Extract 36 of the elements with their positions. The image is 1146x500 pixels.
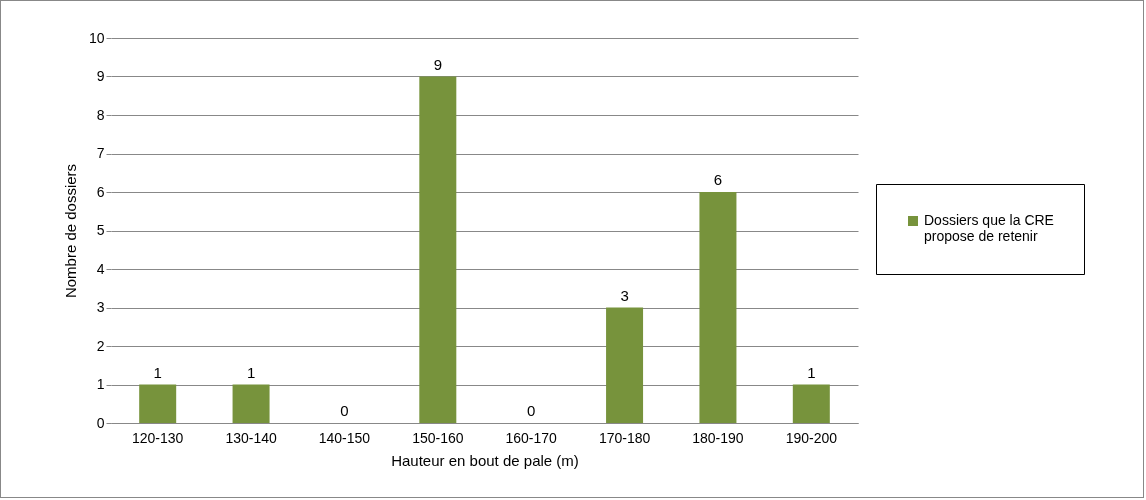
- x-tick-label: 160-170: [505, 429, 558, 446]
- data-label: 0: [527, 402, 536, 419]
- y-tick-label: 4: [96, 260, 105, 277]
- y-tick-label: 7: [96, 145, 105, 161]
- y-tick-label: 6: [96, 183, 105, 200]
- y-axis-title: Nombre de dossiers: [61, 163, 79, 299]
- x-tick-label: 170-180: [598, 429, 651, 446]
- bar: [606, 307, 644, 423]
- data-label: 9: [433, 55, 442, 73]
- legend-label: Dossiers que la CRE propose de retenir: [924, 212, 1054, 244]
- y-tick-label: 10: [88, 29, 105, 46]
- x-tick-label: 190-200: [785, 429, 838, 446]
- y-tick-label: 0: [96, 414, 105, 431]
- x-axis-title: Hauteur en bout de pale (m): [391, 451, 579, 469]
- y-tick-label: 5: [96, 222, 105, 238]
- x-tick-label: 140-150: [318, 429, 371, 446]
- bar: [232, 384, 270, 423]
- x-tick-label: 180-190: [692, 429, 744, 446]
- data-label: 0: [340, 402, 349, 419]
- bar: [699, 192, 737, 423]
- data-label: 3: [620, 286, 629, 304]
- bar: [139, 384, 177, 423]
- data-label: 1: [246, 363, 256, 381]
- y-tick-label: 3: [96, 299, 105, 315]
- bar: [792, 384, 830, 423]
- data-label: 1: [153, 363, 162, 381]
- data-label: 1: [807, 363, 816, 381]
- data-label: 6: [713, 171, 723, 188]
- y-tick-label: 2: [96, 337, 105, 354]
- x-tick-label: 130-140: [225, 429, 277, 446]
- y-tick-label: 9: [96, 68, 105, 84]
- y-tick-label: 8: [96, 106, 105, 123]
- x-tick-label: 150-160: [412, 429, 464, 446]
- x-tick-label: 120-130: [131, 429, 184, 446]
- bar: [419, 76, 457, 423]
- y-tick-label: 1: [96, 376, 105, 392]
